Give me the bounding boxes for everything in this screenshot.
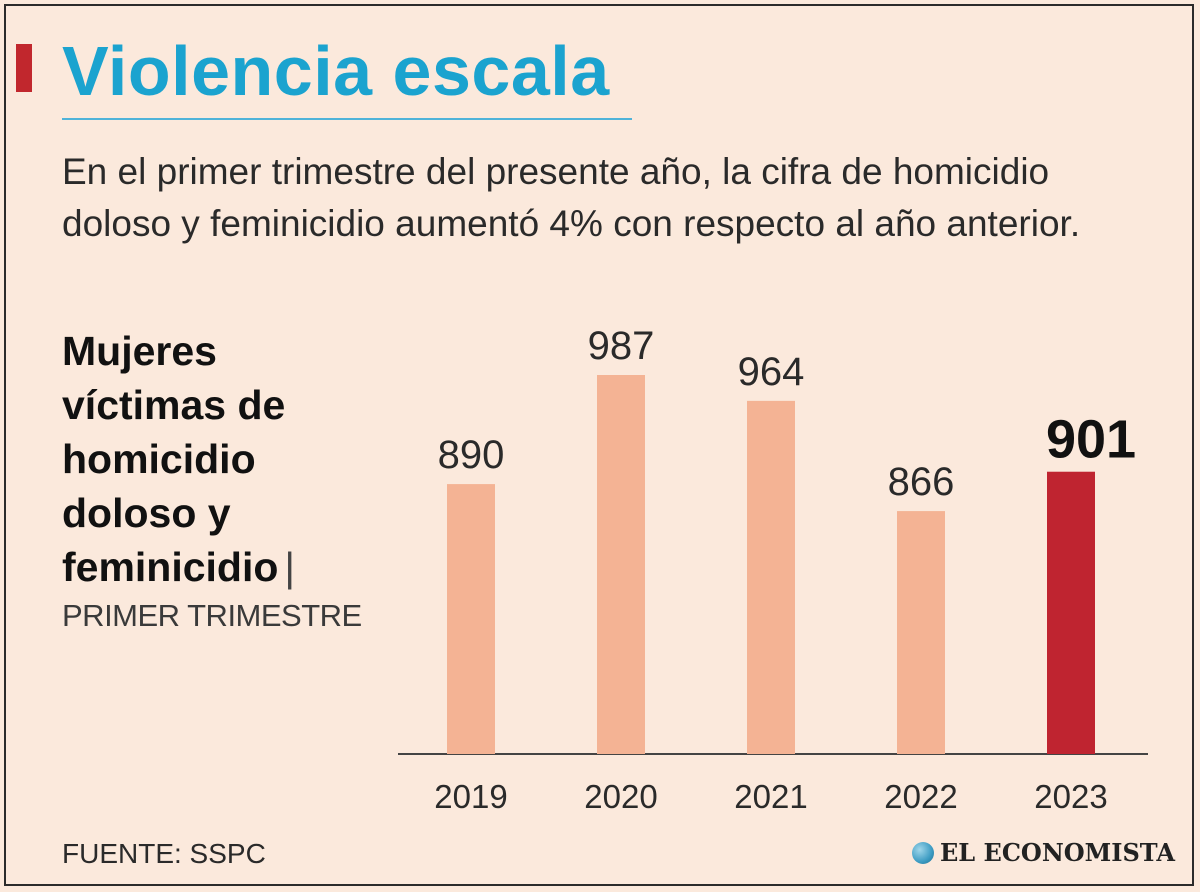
- data-label: 866: [888, 460, 955, 504]
- bar: [447, 484, 495, 754]
- data-label: 890: [438, 433, 505, 477]
- x-tick-label: 2022: [884, 778, 957, 815]
- brand-name: EL ECONOMISTA: [940, 838, 1175, 867]
- chart-subtitle: PRIMER TRIMESTRE: [62, 598, 362, 633]
- title-accent-bar: [16, 44, 32, 92]
- data-label: 901: [1046, 410, 1136, 470]
- x-tick-label: 2023: [1034, 778, 1107, 815]
- title-underline: [62, 118, 632, 120]
- bar: [897, 511, 945, 754]
- x-tick-label: 2021: [734, 778, 807, 815]
- chart-title-separator: |: [284, 544, 296, 590]
- source-note: FUENTE: SSPC: [62, 838, 266, 869]
- page-subtitle: En el primer trimestre del presente año,…: [62, 151, 1081, 244]
- chart-title-text: Mujeres víctimas de homicidio doloso y f…: [62, 328, 286, 590]
- bar: [747, 400, 795, 754]
- brand-logo: EL ECONOMISTA: [912, 838, 1175, 867]
- data-label: 987: [588, 324, 655, 368]
- bar: [597, 375, 645, 754]
- data-label: 964: [738, 350, 805, 394]
- page-title: Violencia escala: [62, 32, 610, 110]
- chart-title: Mujeres víctimas de homicidio doloso y f…: [62, 324, 362, 594]
- globe-icon: [912, 841, 934, 864]
- bar: [1047, 471, 1095, 754]
- x-tick-label: 2019: [434, 778, 507, 815]
- x-tick-label: 2020: [584, 778, 657, 815]
